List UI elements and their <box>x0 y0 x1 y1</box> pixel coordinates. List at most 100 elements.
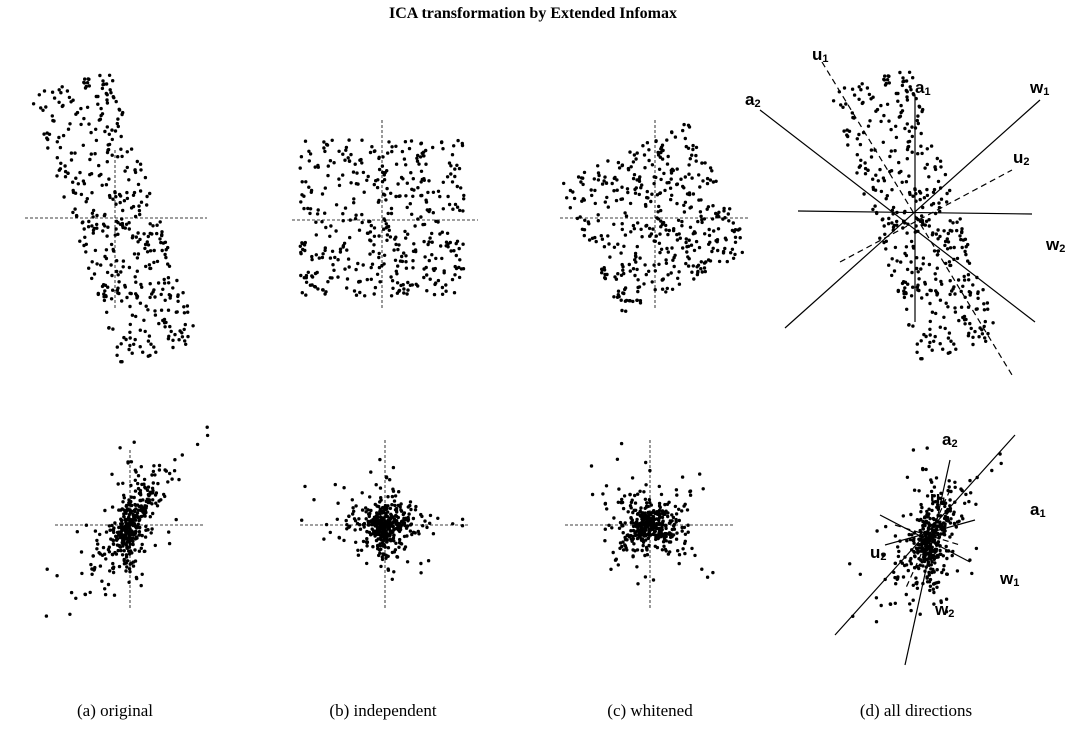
point <box>632 508 636 512</box>
point <box>300 241 304 245</box>
point <box>162 321 167 325</box>
point <box>703 232 707 236</box>
point <box>125 529 130 534</box>
point <box>121 265 125 269</box>
point <box>379 530 384 534</box>
point <box>378 280 382 284</box>
point <box>307 185 311 189</box>
label-base: u <box>812 45 822 64</box>
point <box>430 240 434 244</box>
point <box>966 334 971 338</box>
point <box>118 200 122 205</box>
point <box>445 175 450 179</box>
point <box>184 342 188 346</box>
point <box>99 106 103 111</box>
point <box>380 555 384 559</box>
point <box>306 270 310 274</box>
point <box>415 159 420 163</box>
point <box>612 222 616 226</box>
point <box>122 557 126 562</box>
point <box>148 266 152 271</box>
point <box>117 543 122 548</box>
point <box>898 114 903 119</box>
point <box>624 214 629 218</box>
point <box>867 92 872 97</box>
point <box>963 322 967 326</box>
point <box>121 110 125 115</box>
point <box>912 488 917 492</box>
point <box>931 587 935 591</box>
point <box>342 486 346 490</box>
point <box>117 280 121 284</box>
point <box>651 532 656 537</box>
point <box>902 289 906 293</box>
point <box>130 351 134 355</box>
point <box>107 193 112 198</box>
point <box>928 319 932 324</box>
point <box>426 242 430 247</box>
point <box>941 532 945 536</box>
point <box>328 256 333 260</box>
point <box>932 187 937 192</box>
point <box>911 583 915 587</box>
point <box>921 205 925 210</box>
point <box>644 545 649 550</box>
point <box>938 342 942 346</box>
point <box>896 289 900 294</box>
point <box>159 292 163 297</box>
point <box>930 348 934 352</box>
point <box>408 529 413 533</box>
point <box>658 232 662 236</box>
point <box>959 305 964 309</box>
point <box>670 246 674 250</box>
point <box>116 482 120 486</box>
point <box>714 179 718 183</box>
point <box>635 512 640 516</box>
point <box>868 119 872 123</box>
point <box>93 529 98 533</box>
point <box>950 532 954 536</box>
point <box>378 507 383 511</box>
point <box>660 157 665 161</box>
point <box>930 310 935 314</box>
point <box>91 554 95 558</box>
point <box>298 166 302 170</box>
point <box>623 286 628 290</box>
point <box>121 208 125 213</box>
point <box>182 327 186 332</box>
point <box>144 264 148 269</box>
point <box>115 259 119 263</box>
point <box>929 144 934 148</box>
point <box>948 246 953 250</box>
point <box>693 553 697 558</box>
point <box>411 249 416 253</box>
point <box>133 214 138 219</box>
point <box>665 286 669 291</box>
point <box>716 248 720 253</box>
point <box>63 164 67 168</box>
point <box>140 542 144 547</box>
point <box>608 255 612 259</box>
point <box>123 283 127 288</box>
point <box>88 590 92 595</box>
point <box>104 248 109 252</box>
point <box>603 200 607 204</box>
point <box>411 177 415 181</box>
point <box>400 254 404 259</box>
point <box>379 564 383 569</box>
point <box>139 583 143 588</box>
point <box>366 523 371 527</box>
point <box>619 298 623 302</box>
point <box>111 249 116 253</box>
point <box>633 251 638 256</box>
point <box>893 149 897 153</box>
point <box>686 523 690 527</box>
point <box>922 332 926 337</box>
caption: (a) original <box>77 701 153 720</box>
point <box>87 266 91 270</box>
point <box>629 165 633 169</box>
point <box>368 495 372 499</box>
point <box>152 260 156 265</box>
point <box>384 226 388 230</box>
point <box>168 324 172 329</box>
